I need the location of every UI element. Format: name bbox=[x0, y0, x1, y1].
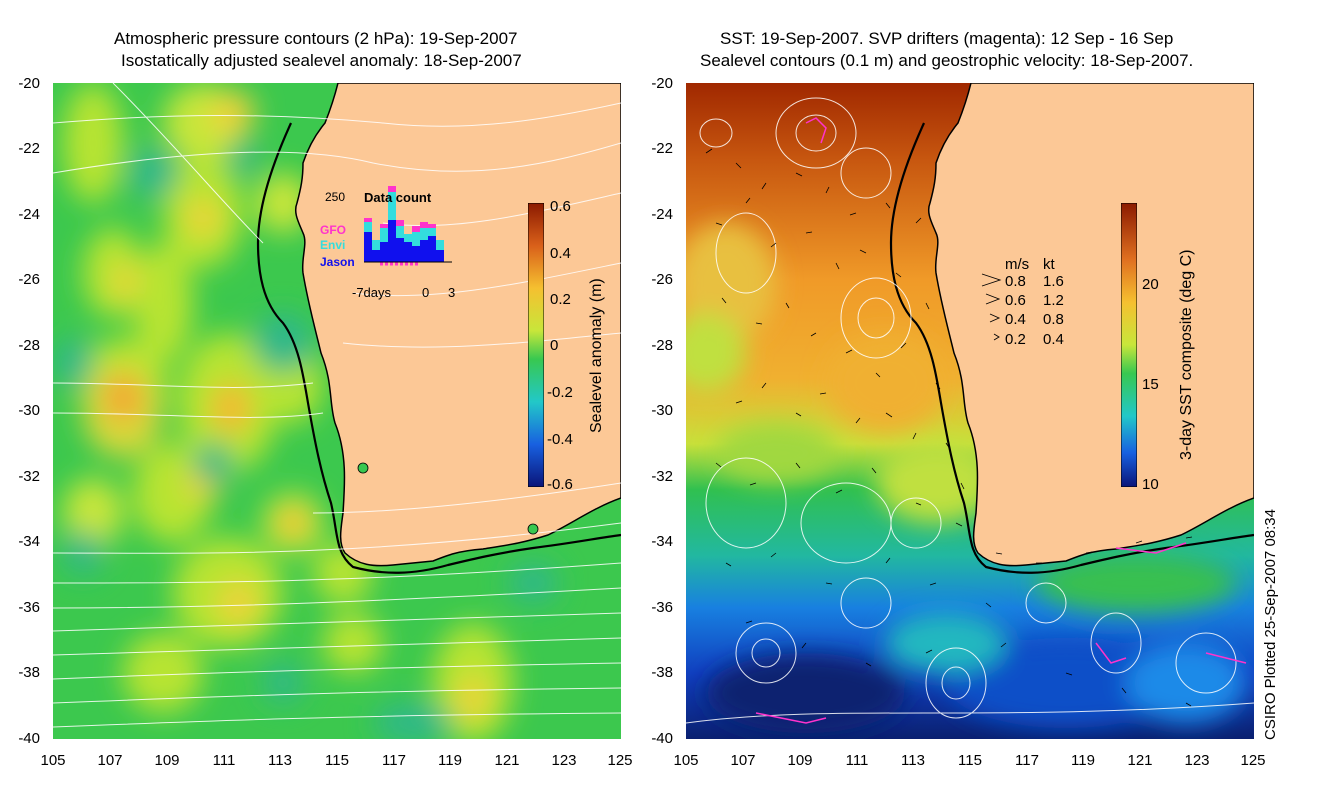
lon-tick: 113 bbox=[268, 752, 292, 769]
histogram-ymax: 250 bbox=[325, 190, 346, 204]
velocity-legend-kt: 1.6 bbox=[1043, 273, 1064, 290]
lon-tick: 115 bbox=[325, 752, 349, 769]
plot-credit: CSIRO Plotted 25-Sep-2007 08:34 bbox=[1262, 509, 1279, 740]
histogram-xlabel-mid: 0 bbox=[422, 285, 430, 300]
left-title-line2: Isostatically adjusted sealevel anomaly:… bbox=[121, 51, 522, 70]
lat-tick: -34 bbox=[18, 533, 40, 550]
right-title-line2: Sealevel contours (0.1 m) and geostrophi… bbox=[700, 51, 1194, 70]
velocity-legend-ms: 0.6 bbox=[1005, 292, 1026, 309]
lon-tick: 119 bbox=[438, 752, 462, 769]
geostrophic-velocity-arrows bbox=[705, 148, 1193, 707]
lat-tick: -32 bbox=[651, 468, 673, 485]
legend-envi: Envi bbox=[320, 238, 346, 252]
velocity-legend-ms: 0.4 bbox=[1005, 311, 1026, 328]
svp-drifter-tracks bbox=[755, 117, 1247, 724]
sst-colorbar-label: 3-day SST composite (deg C) bbox=[1178, 249, 1195, 460]
lon-tick: 119 bbox=[1071, 752, 1095, 769]
lon-tick: 121 bbox=[1127, 752, 1153, 769]
lat-tick: -36 bbox=[651, 599, 673, 616]
lat-tick: -28 bbox=[651, 337, 673, 354]
lon-tick: 107 bbox=[97, 752, 123, 769]
velocity-legend-ms: 0.8 bbox=[1005, 273, 1026, 290]
velocity-legend-header-kt: kt bbox=[1043, 256, 1055, 273]
lat-tick: -28 bbox=[18, 337, 40, 354]
left-title-line1: Atmospheric pressure contours (2 hPa): 1… bbox=[114, 29, 518, 48]
sst-map bbox=[686, 83, 1254, 739]
sla-cb-tick: -0.6 bbox=[547, 476, 573, 493]
lon-tick: 109 bbox=[154, 752, 180, 769]
sla-colorbar-label: Sealevel anomaly (m) bbox=[588, 278, 605, 433]
lon-tick: 123 bbox=[551, 752, 577, 769]
lat-tick: -30 bbox=[18, 402, 40, 419]
lat-tick: -26 bbox=[18, 271, 40, 288]
sla-cb-tick: 0 bbox=[550, 337, 559, 354]
lat-tick: -20 bbox=[18, 75, 40, 92]
sla-cb-tick: 0.2 bbox=[550, 291, 571, 308]
lat-tick: -34 bbox=[651, 533, 673, 550]
lon-tick: 107 bbox=[730, 752, 756, 769]
lon-tick: 105 bbox=[40, 752, 66, 769]
sla-colorbar bbox=[528, 203, 544, 487]
lon-tick: 115 bbox=[958, 752, 982, 769]
lat-tick: -32 bbox=[18, 468, 40, 485]
tide-gauge-marker[interactable] bbox=[527, 523, 539, 535]
shelf-contour-right bbox=[889, 122, 1254, 574]
lon-tick: 125 bbox=[607, 752, 633, 769]
lat-tick: -22 bbox=[651, 140, 673, 157]
legend-gfo: GFO bbox=[320, 223, 346, 237]
velocity-legend-kt: 0.4 bbox=[1043, 331, 1064, 348]
lon-tick: 117 bbox=[1015, 752, 1039, 769]
histogram-bars bbox=[364, 186, 444, 262]
velocity-legend-arrows bbox=[981, 273, 1002, 341]
data-count-histogram bbox=[364, 186, 452, 280]
lat-tick: -24 bbox=[18, 206, 40, 223]
australia-land-left bbox=[294, 83, 621, 567]
sla-cb-tick: -0.2 bbox=[547, 384, 573, 401]
lat-tick: -36 bbox=[18, 599, 40, 616]
australia-land-right bbox=[927, 83, 1254, 567]
lat-tick: -38 bbox=[651, 664, 673, 681]
sst-colorbar bbox=[1121, 203, 1137, 487]
lat-tick: -38 bbox=[18, 664, 40, 681]
sla-cb-tick: 0.4 bbox=[550, 245, 571, 262]
lat-tick: -40 bbox=[651, 730, 673, 747]
sla-cb-tick: -0.4 bbox=[547, 431, 573, 448]
lon-tick: 125 bbox=[1240, 752, 1266, 769]
tide-gauge-marker[interactable] bbox=[357, 462, 369, 474]
legend-jason: Jason bbox=[320, 255, 355, 269]
sst-cb-tick: 10 bbox=[1142, 476, 1159, 493]
velocity-legend-kt: 0.8 bbox=[1043, 311, 1064, 328]
velocity-legend-ms: 0.2 bbox=[1005, 331, 1026, 348]
sst-cb-tick: 15 bbox=[1142, 376, 1159, 393]
lon-tick: 105 bbox=[673, 752, 699, 769]
sealevel-contours bbox=[686, 97, 1254, 724]
lon-tick: 111 bbox=[212, 752, 236, 769]
lon-tick: 113 bbox=[901, 752, 925, 769]
lat-tick: -30 bbox=[651, 402, 673, 419]
lon-tick: 111 bbox=[845, 752, 869, 769]
lat-tick: -20 bbox=[651, 75, 673, 92]
shelf-contour-left bbox=[256, 122, 621, 574]
sla-cb-tick: 0.6 bbox=[550, 198, 571, 215]
right-title-line1: SST: 19-Sep-2007. SVP drifters (magenta)… bbox=[720, 29, 1174, 48]
lon-tick: 123 bbox=[1184, 752, 1210, 769]
lon-tick: 117 bbox=[382, 752, 406, 769]
lat-tick: -26 bbox=[651, 271, 673, 288]
histogram-title: Data count bbox=[364, 190, 432, 205]
sst-cb-tick: 20 bbox=[1142, 276, 1159, 293]
velocity-legend-header-ms: m/s bbox=[1005, 256, 1030, 273]
lat-tick: -24 bbox=[651, 206, 673, 223]
lat-tick: -40 bbox=[18, 730, 40, 747]
histogram-xlabel-left: -7days bbox=[352, 285, 392, 300]
lon-tick: 121 bbox=[494, 752, 520, 769]
lon-tick: 109 bbox=[787, 752, 813, 769]
histogram-xlabel-right: 3 bbox=[448, 285, 456, 300]
velocity-legend-kt: 1.2 bbox=[1043, 292, 1064, 309]
lat-tick: -22 bbox=[18, 140, 40, 157]
sla-field bbox=[53, 83, 558, 739]
